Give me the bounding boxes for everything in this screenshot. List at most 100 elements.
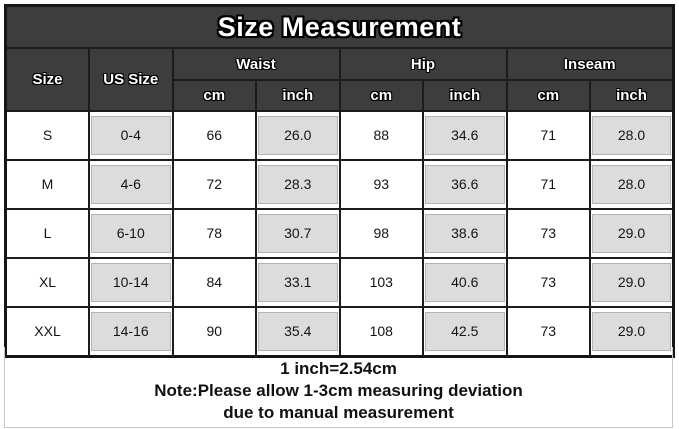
cell-value: 28.0: [592, 165, 671, 204]
header-hip-cm: cm: [338, 79, 424, 112]
table-row-xxl: XXL 14-16 90 35.4 108 42.5 73 29.0: [4, 306, 675, 358]
cell-value: 6-10: [91, 214, 171, 253]
cell-value: 14-16: [91, 312, 171, 351]
cell-inseam-cm: 73: [505, 208, 591, 259]
size-measurement-table: Size Measurement Size US Size Waist Hip …: [4, 4, 675, 358]
note-deviation-2: due to manual measurement: [223, 403, 454, 422]
cell-inseam-cm: 71: [505, 110, 591, 161]
cell-value: 73: [540, 225, 557, 241]
cell-value: 28.3: [258, 165, 338, 204]
cell-size: XL: [4, 257, 90, 308]
cell-value: 73: [540, 323, 557, 339]
cell-value: XL: [38, 274, 57, 290]
header-us-size: US Size: [88, 47, 174, 112]
cell-value: 4-6: [91, 165, 171, 204]
cell-value: L: [43, 225, 52, 241]
header-hip: Hip: [338, 47, 508, 81]
cell-waist-inch: 30.7: [255, 208, 341, 259]
cell-hip-inch: 40.6: [422, 257, 508, 308]
cell-hip-inch: 34.6: [422, 110, 508, 161]
cell-value: S: [42, 127, 53, 143]
cell-inseam-inch: 29.0: [589, 306, 675, 358]
header-group-row: Size US Size Waist Hip Inseam: [4, 47, 675, 112]
cell-us-size: 0-4: [88, 110, 174, 161]
header-unit-row: cm inch cm inch cm inch: [6, 79, 675, 112]
cell-value: 29.0: [592, 214, 671, 253]
cell-size: M: [4, 159, 90, 210]
cell-value: 33.1: [258, 263, 338, 302]
cell-value: 88: [373, 127, 390, 143]
measurement-note: 1 inch=2.54cm Note:Please allow 1-3cm me…: [4, 347, 673, 428]
cell-value: 35.4: [258, 312, 338, 351]
cell-hip-inch: 42.5: [422, 306, 508, 358]
cell-value: 38.6: [425, 214, 505, 253]
cell-hip-cm: 88: [338, 110, 424, 161]
header-hip-inch: inch: [422, 79, 508, 112]
cell-hip-cm: 93: [338, 159, 424, 210]
cell-value: 108: [369, 323, 393, 339]
cell-value: 66: [206, 127, 223, 143]
cell-inseam-inch: 29.0: [589, 208, 675, 259]
table-row-m: M 4-6 72 28.3 93 36.6 71 28.0: [4, 159, 675, 210]
cell-hip-cm: 108: [338, 306, 424, 358]
cell-size: L: [4, 208, 90, 259]
cell-value: M: [41, 176, 54, 192]
header-inseam-cm: cm: [505, 79, 591, 112]
cell-us-size: 4-6: [88, 159, 174, 210]
cell-inseam-cm: 71: [505, 159, 591, 210]
cell-value: 0-4: [91, 116, 171, 155]
cell-value: 71: [540, 127, 557, 143]
cell-value: 26.0: [258, 116, 338, 155]
cell-size: XXL: [4, 306, 90, 358]
cell-value: 29.0: [592, 312, 671, 351]
table-row-l: L 6-10 78 30.7 98 38.6 73 29.0: [4, 208, 675, 259]
cell-value: 40.6: [425, 263, 505, 302]
cell-value: 93: [373, 176, 390, 192]
cell-value: 78: [206, 225, 223, 241]
header-waist-inch: inch: [255, 79, 341, 112]
cell-waist-inch: 26.0: [255, 110, 341, 161]
cell-value: 28.0: [592, 116, 671, 155]
cell-inseam-inch: 28.0: [589, 159, 675, 210]
cell-value: 98: [373, 225, 390, 241]
cell-us-size: 6-10: [88, 208, 174, 259]
cell-inseam-inch: 29.0: [589, 257, 675, 308]
cell-value: 42.5: [425, 312, 505, 351]
cell-waist-cm: 72: [171, 159, 257, 210]
header-inseam-inch: inch: [589, 79, 675, 112]
header-waist: Waist: [171, 47, 341, 81]
cell-hip-cm: 98: [338, 208, 424, 259]
cell-waist-inch: 35.4: [255, 306, 341, 358]
cell-waist-inch: 28.3: [255, 159, 341, 210]
cell-waist-inch: 33.1: [255, 257, 341, 308]
cell-value: 10-14: [91, 263, 171, 302]
cell-inseam-cm: 73: [505, 257, 591, 308]
cell-value: 72: [206, 176, 223, 192]
cell-size: S: [4, 110, 90, 161]
cell-us-size: 14-16: [88, 306, 174, 358]
cell-waist-cm: 66: [171, 110, 257, 161]
cell-value: 73: [540, 274, 557, 290]
cell-value: XXL: [34, 323, 61, 339]
cell-value: 84: [206, 274, 223, 290]
header-inseam: Inseam: [505, 47, 675, 81]
cell-hip-inch: 36.6: [422, 159, 508, 210]
cell-value: 29.0: [592, 263, 671, 302]
cell-value: 36.6: [425, 165, 505, 204]
title-row: Size Measurement: [4, 4, 675, 49]
table-row-s: S 0-4 66 26.0 88 34.6 71 28.0: [4, 110, 675, 161]
cell-value: 34.6: [425, 116, 505, 155]
cell-value: 30.7: [258, 214, 338, 253]
note-deviation-1: Note:Please allow 1-3cm measuring deviat…: [154, 381, 523, 400]
cell-value: 71: [540, 176, 557, 192]
header-size: Size: [4, 47, 90, 112]
cell-waist-cm: 84: [171, 257, 257, 308]
header-waist-cm: cm: [171, 79, 257, 112]
cell-value: 103: [369, 274, 393, 290]
table-title: Size Measurement: [4, 4, 675, 49]
cell-hip-inch: 38.6: [422, 208, 508, 259]
cell-inseam-inch: 28.0: [589, 110, 675, 161]
cell-hip-cm: 103: [338, 257, 424, 308]
cell-waist-cm: 78: [171, 208, 257, 259]
